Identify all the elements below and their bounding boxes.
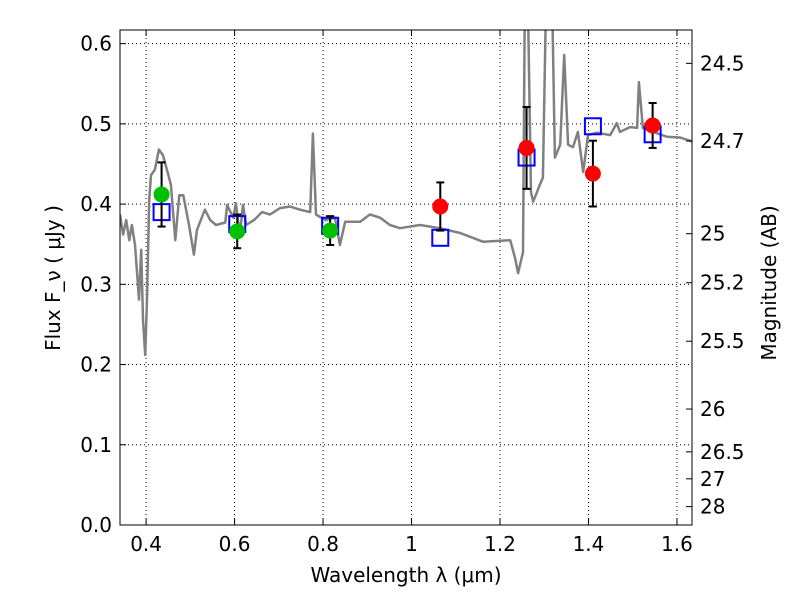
observed-flux-point: [644, 117, 661, 134]
x-tick-label: 1.4: [573, 532, 605, 556]
spectrum-line: [120, 30, 692, 357]
plot-frame: [119, 29, 693, 526]
mag-tick-label: 27: [700, 467, 725, 491]
axis-ticks: 0.4 0.6 0.8 1 1.2 1.4 1.6 0.0 0.1 0.2 0.3 0.4 0.5 0.6…: [80, 30, 745, 556]
mag-tick-label: 24.5: [700, 51, 745, 75]
x-tick-label: 0.8: [307, 532, 339, 556]
mag-tick-label: 24.7: [700, 129, 745, 153]
observed-flux-point: [322, 222, 339, 239]
y-tick-label: 0.1: [80, 433, 112, 457]
observed-flux-point: [518, 139, 535, 156]
x-tick-label: 0.4: [130, 532, 162, 556]
y-tick-label: 0.5: [80, 112, 112, 136]
x-tick-label: 0.6: [219, 532, 251, 556]
mag-tick-label: 26: [700, 397, 725, 421]
y-tick-label: 0.6: [80, 32, 112, 56]
observed-flux-point: [229, 223, 246, 240]
x-tick-label: 1.6: [661, 532, 693, 556]
spectrum-line-group: [120, 30, 692, 357]
y-axis-label: Flux F_ν ( μJy ): [41, 205, 65, 351]
y-tick-label: 0.0: [80, 513, 112, 537]
observed-flux-point: [584, 165, 601, 182]
mag-tick-label: 25: [700, 222, 725, 246]
model-flux-square: [431, 228, 450, 247]
photometry-marks: [152, 102, 662, 250]
x-axis-label: Wavelength λ (μm): [310, 563, 501, 587]
x-tick-label: 1.2: [484, 532, 516, 556]
model-flux-square: [583, 117, 602, 136]
y-tick-label: 0.3: [80, 272, 112, 296]
right-axis-label: Magnitude (AB): [757, 205, 781, 360]
x-tick-label: 1: [405, 532, 418, 556]
mag-tick-label: 25.5: [700, 329, 745, 353]
grid: [120, 30, 692, 526]
mag-tick-label: 25.2: [700, 271, 745, 295]
observed-flux-point: [432, 198, 449, 215]
mag-tick-label: 28: [700, 495, 725, 519]
y-tick-label: 0.4: [80, 192, 112, 216]
mag-tick-label: 26.5: [700, 440, 745, 464]
observed-flux-point: [153, 186, 170, 203]
y-tick-label: 0.2: [80, 353, 112, 377]
